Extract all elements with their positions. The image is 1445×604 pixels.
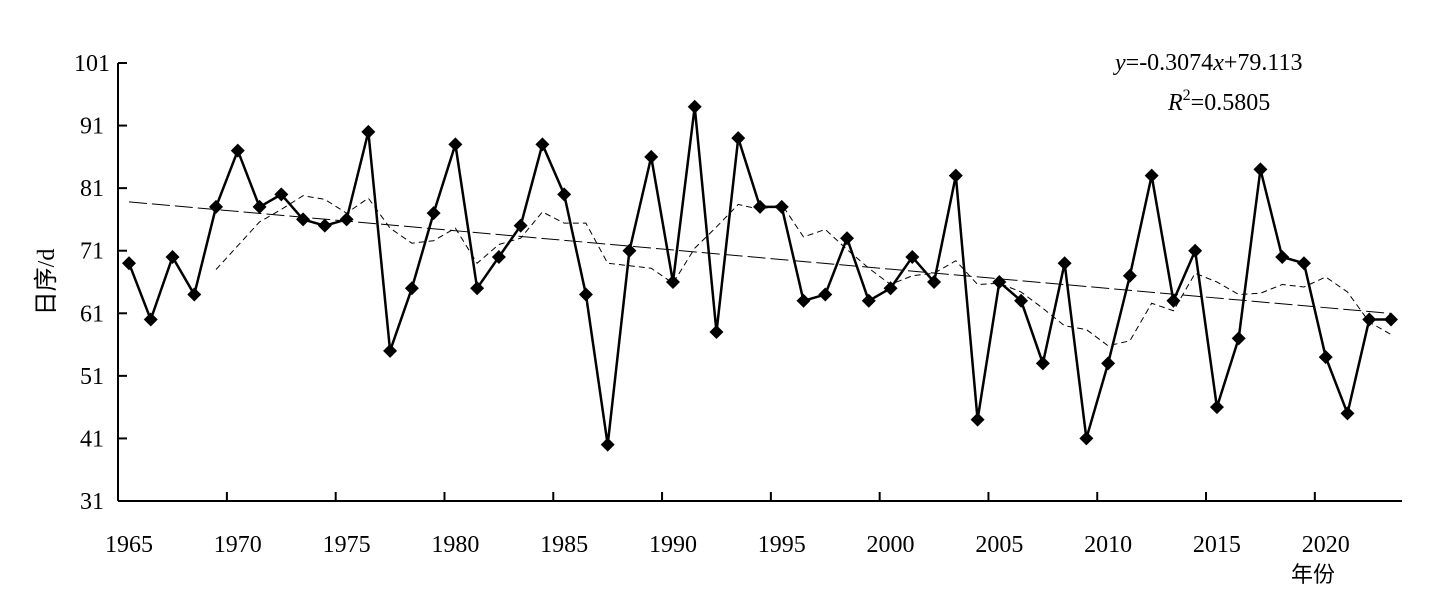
data-point bbox=[1275, 249, 1290, 264]
data-point bbox=[1057, 256, 1072, 271]
axes bbox=[117, 63, 1402, 502]
r-value: =0.5805 bbox=[1191, 90, 1271, 116]
data-point bbox=[1384, 312, 1398, 327]
data-point bbox=[818, 287, 833, 302]
x-tick-label: 1985 bbox=[540, 532, 588, 558]
y-tick-label: 91 bbox=[80, 114, 104, 140]
data-point bbox=[143, 312, 158, 327]
y-tick-label: 31 bbox=[80, 489, 104, 515]
y-ticks: 31 41 51 61 71 81 91 101 bbox=[74, 51, 127, 515]
data-point bbox=[709, 325, 724, 340]
data-point bbox=[491, 249, 506, 264]
data-point bbox=[448, 137, 463, 152]
data-point bbox=[252, 199, 267, 214]
x-tick-label: 2005 bbox=[975, 532, 1023, 558]
x-tick-label: 1975 bbox=[323, 532, 371, 558]
data-point bbox=[840, 231, 855, 246]
data-point bbox=[404, 281, 419, 296]
x-tick-label: 1965 bbox=[105, 532, 153, 558]
y-tick-label: 61 bbox=[80, 301, 104, 327]
data-point bbox=[883, 281, 898, 296]
data-point bbox=[426, 206, 441, 221]
moving-average-layer bbox=[215, 195, 1392, 347]
data-point bbox=[687, 99, 702, 114]
data-point bbox=[1014, 293, 1029, 308]
eq-x-var: x bbox=[1212, 50, 1224, 76]
x-tick-label: 2020 bbox=[1302, 532, 1350, 558]
data-point bbox=[187, 287, 202, 302]
data-point bbox=[753, 199, 767, 214]
data-point bbox=[578, 287, 593, 302]
x-axis-label: 年份 bbox=[1291, 562, 1335, 587]
data-point bbox=[535, 137, 550, 152]
data-point bbox=[1035, 356, 1050, 371]
data-point bbox=[317, 218, 332, 233]
r-squared: R2=0.5805 bbox=[1167, 87, 1270, 116]
x-tick-label: 1970 bbox=[214, 532, 262, 558]
r-superscript: 2 bbox=[1183, 87, 1191, 104]
y-tick-label: 51 bbox=[80, 364, 104, 390]
data-point bbox=[1209, 400, 1224, 415]
data-point bbox=[339, 212, 354, 227]
data-point bbox=[948, 168, 963, 183]
data-point bbox=[230, 143, 245, 158]
data-point bbox=[165, 249, 180, 264]
markers-layer bbox=[122, 99, 1398, 452]
data-point bbox=[1144, 168, 1159, 183]
y-tick-label: 81 bbox=[80, 176, 104, 202]
data-point bbox=[122, 256, 136, 271]
x-tick-label: 2010 bbox=[1084, 532, 1132, 558]
data-point bbox=[731, 131, 746, 146]
data-point bbox=[1079, 431, 1094, 446]
data-point bbox=[1188, 243, 1203, 258]
x-tick-label: 1990 bbox=[649, 532, 697, 558]
data-point bbox=[1166, 293, 1181, 308]
data-point bbox=[622, 243, 637, 258]
eq-intercept: +79.113 bbox=[1224, 50, 1303, 76]
data-point bbox=[361, 124, 376, 139]
data-point bbox=[774, 199, 789, 214]
y-tick-label: 41 bbox=[80, 426, 104, 452]
data-point bbox=[557, 187, 572, 202]
x-ticks: 1965 1970 1975 1980 1985 1990 1995 2000 2005 2010… bbox=[105, 492, 1350, 558]
data-point bbox=[383, 343, 398, 358]
eq-slope: =-0.3074 bbox=[1126, 50, 1214, 76]
r-var: R bbox=[1167, 90, 1183, 116]
x-tick-label: 2000 bbox=[867, 532, 915, 558]
data-point bbox=[665, 275, 680, 289]
data-point bbox=[927, 275, 942, 289]
data-point bbox=[513, 218, 528, 233]
x-tick-label: 1995 bbox=[758, 532, 806, 558]
data-point bbox=[1231, 331, 1246, 346]
regression-equation: y=-0.3074x+79.113 bbox=[1113, 50, 1303, 76]
y-axis-label: 日序/d bbox=[33, 249, 60, 316]
data-point bbox=[274, 187, 289, 202]
x-tick-label: 2015 bbox=[1193, 532, 1241, 558]
data-point bbox=[905, 249, 920, 264]
data-point bbox=[970, 412, 985, 427]
data-point bbox=[992, 275, 1007, 289]
data-point bbox=[644, 149, 659, 164]
y-tick-label: 101 bbox=[74, 51, 110, 77]
data-point bbox=[1340, 406, 1355, 421]
data-point bbox=[1122, 268, 1137, 283]
eq-y-var: y bbox=[1113, 50, 1126, 76]
data-point bbox=[861, 293, 876, 308]
data-point bbox=[1318, 350, 1333, 365]
data-point bbox=[1253, 162, 1268, 177]
data-point bbox=[796, 293, 811, 308]
data-point bbox=[296, 212, 311, 227]
data-point bbox=[1101, 356, 1116, 371]
data-point bbox=[600, 437, 615, 452]
data-point bbox=[1296, 256, 1311, 271]
data-point bbox=[470, 281, 485, 296]
x-tick-label: 1980 bbox=[431, 532, 479, 558]
data-point bbox=[1362, 312, 1377, 327]
y-tick-label: 71 bbox=[80, 239, 104, 265]
moving-average-line bbox=[215, 195, 1392, 347]
data-point bbox=[209, 199, 224, 214]
